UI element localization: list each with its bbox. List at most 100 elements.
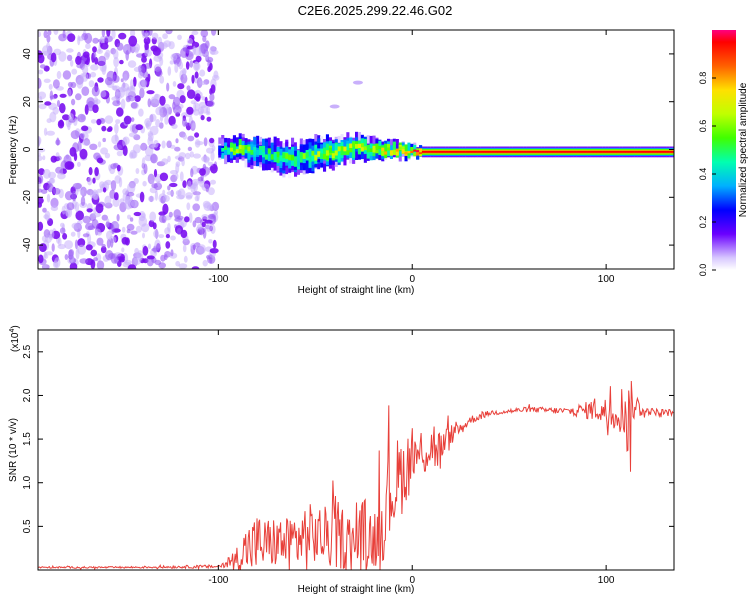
y-tick-label: 2.0 [22, 388, 33, 402]
band-cell [352, 142, 356, 147]
noise-speck [62, 233, 68, 240]
band-cell [526, 151, 530, 153]
band-cell [590, 151, 594, 153]
noise-speck [137, 71, 144, 79]
noise-speck [79, 189, 85, 196]
band-cell [389, 150, 393, 154]
noise-speck [184, 216, 190, 223]
noise-speck [58, 51, 67, 62]
band-cell [483, 151, 487, 153]
noise-speck [176, 215, 184, 220]
noise-speck [204, 219, 213, 224]
band-cell [491, 151, 495, 153]
band-cell [669, 151, 673, 153]
band-cell [299, 152, 303, 159]
noise-speck [187, 135, 195, 142]
band-cell [378, 145, 382, 150]
band-cell [387, 146, 391, 157]
noise-speck [116, 214, 120, 222]
noise-speck [200, 115, 205, 121]
band-cell [323, 153, 327, 160]
noise-speck [126, 223, 135, 231]
band-cell [404, 144, 408, 153]
noise-speck [106, 30, 111, 37]
noise-speck [90, 64, 99, 71]
y-tick-label: 40 [22, 48, 33, 60]
noise-speck [158, 234, 165, 239]
band-cell [398, 146, 402, 150]
noise-speck [190, 100, 197, 105]
band-cell [587, 151, 591, 153]
noise-speck [113, 56, 119, 68]
noise-speck [118, 177, 123, 188]
band-cell [410, 147, 414, 152]
noise-speck [90, 249, 98, 257]
band-cell [285, 153, 289, 159]
band-cell [366, 144, 370, 149]
band-cell [564, 151, 568, 153]
band-cell [372, 148, 376, 152]
noise-speck [127, 182, 136, 194]
band-cell [413, 152, 417, 157]
noise-speck [177, 83, 185, 90]
noise-speck [77, 140, 82, 152]
noise-speck [186, 89, 196, 99]
band-cell [384, 151, 388, 155]
noise-speck [150, 153, 158, 164]
x-tick-label: -100 [208, 274, 228, 285]
noise-speck [104, 195, 112, 206]
noise-speck [115, 119, 121, 124]
noise-speck [38, 31, 42, 38]
noise-speck [157, 180, 161, 187]
x-tick-label: -100 [208, 575, 228, 586]
band-cell [227, 148, 231, 153]
noise-speck [167, 222, 171, 232]
noise-speck [92, 37, 99, 44]
band-cell [395, 148, 399, 152]
noise-speck [112, 74, 120, 83]
noise-speck [161, 158, 169, 165]
noise-speck [50, 205, 59, 212]
y-tick-label: 20 [22, 96, 33, 108]
signal-band [218, 80, 674, 179]
noise-speck [182, 133, 187, 140]
noise-speck [162, 33, 169, 40]
band-cell [416, 150, 420, 153]
noise-speck [110, 163, 118, 170]
noise-speck [172, 96, 181, 107]
noise-speck [53, 187, 61, 195]
noise-speck [213, 70, 219, 79]
noise-speck [203, 156, 210, 164]
band-cell [352, 143, 356, 158]
band-cell [224, 146, 228, 150]
noise-speck [89, 143, 98, 150]
noise-speck [67, 33, 76, 42]
noise-speck [105, 250, 114, 261]
noise-speck [206, 204, 216, 211]
noise-speck [143, 163, 148, 175]
noise-speck [147, 132, 154, 142]
noise-speck [190, 183, 196, 193]
noise-speck [53, 30, 59, 35]
noise-speck [212, 239, 217, 249]
noise-speck [38, 254, 44, 264]
noise-speck [162, 189, 166, 195]
spectrogram-ylabel: Frequency (Hz) [8, 116, 19, 185]
snr-scale-exponent: 4 [9, 329, 16, 333]
noise-speck [57, 172, 66, 180]
noise-speck [95, 228, 101, 235]
noise-speck [56, 100, 61, 108]
noise-speck [154, 93, 159, 99]
band-cell [520, 151, 524, 153]
noise-speck [144, 49, 152, 57]
band-cell [282, 152, 286, 159]
noise-speck [205, 185, 209, 193]
noise-speck [77, 161, 81, 167]
noise-speck [114, 123, 119, 134]
noise-speck [146, 255, 155, 260]
noise-speck [97, 141, 102, 148]
y-tick-label: 1.0 [22, 475, 33, 489]
noise-speck [127, 264, 137, 269]
noise-speck [110, 180, 117, 191]
noise-speck [141, 79, 147, 87]
